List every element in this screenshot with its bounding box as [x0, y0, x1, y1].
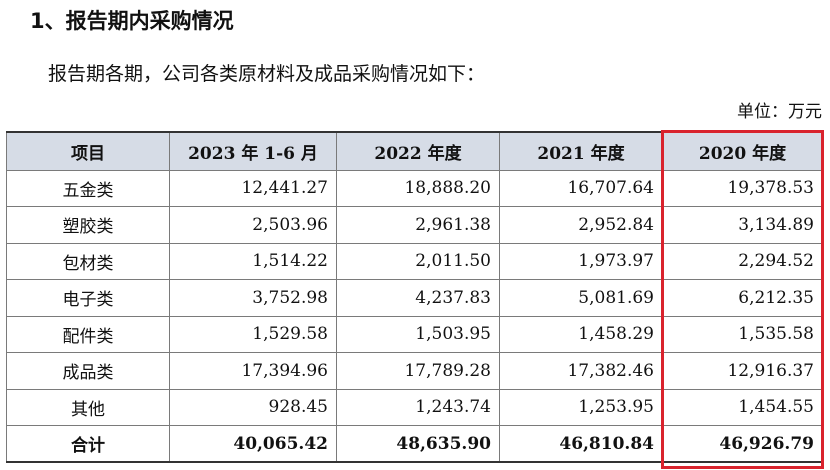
cell-value: 6,212.35	[662, 279, 823, 317]
cell-value: 1,535.58	[662, 315, 823, 353]
cell-value: 18,888.20	[336, 169, 500, 207]
cell-value: 3,134.89	[662, 206, 823, 244]
row-label: 其他	[6, 388, 170, 426]
cell-value: 16,707.64	[499, 169, 663, 207]
purchase-table: 项目 2023 年 1-6 月 2022 年度 2021 年度 2020 年度 …	[6, 131, 823, 463]
cell-value: 17,789.28	[336, 352, 500, 390]
header-2021: 2021 年度	[499, 131, 663, 171]
total-value: 46,810.84	[499, 425, 663, 463]
cell-value: 4,237.83	[336, 279, 500, 317]
cell-value: 2,294.52	[662, 242, 823, 280]
cell-value: 17,394.96	[169, 352, 337, 390]
row-label: 配件类	[6, 315, 170, 353]
cell-value: 12,916.37	[662, 352, 823, 390]
total-value: 40,065.42	[169, 425, 337, 463]
cell-value: 1,514.22	[169, 242, 337, 280]
table-row: 包材类 1,514.22 2,011.50 1,973.97 2,294.52	[6, 242, 823, 280]
table-row: 配件类 1,529.58 1,503.95 1,458.29 1,535.58	[6, 315, 823, 353]
cell-value: 1,454.55	[662, 388, 823, 426]
row-label: 包材类	[6, 242, 170, 280]
cell-value: 2,952.84	[499, 206, 663, 244]
section-heading: 1、报告期内采购情况	[30, 9, 234, 33]
cell-value: 5,081.69	[499, 279, 663, 317]
header-2022: 2022 年度	[336, 131, 500, 171]
row-label: 塑胶类	[6, 206, 170, 244]
cell-value: 2,961.38	[336, 206, 500, 244]
cell-value: 1,243.74	[336, 388, 500, 426]
row-label: 电子类	[6, 279, 170, 317]
cell-value: 3,752.98	[169, 279, 337, 317]
cell-value: 928.45	[169, 388, 337, 426]
cell-value: 1,503.95	[336, 315, 500, 353]
table-row: 五金类 12,441.27 18,888.20 16,707.64 19,378…	[6, 169, 823, 207]
row-label: 成品类	[6, 352, 170, 390]
table-row: 成品类 17,394.96 17,789.28 17,382.46 12,916…	[6, 352, 823, 390]
table-row: 电子类 3,752.98 4,237.83 5,081.69 6,212.35	[6, 279, 823, 317]
cell-value: 17,382.46	[499, 352, 663, 390]
header-item: 项目	[6, 131, 170, 171]
cell-value: 19,378.53	[662, 169, 823, 207]
cell-value: 1,973.97	[499, 242, 663, 280]
total-value: 46,926.79	[662, 425, 823, 463]
total-label: 合计	[6, 425, 170, 463]
cell-value: 2,011.50	[336, 242, 500, 280]
intro-paragraph: 报告期各期，公司各类原材料及成品采购情况如下：	[48, 63, 486, 85]
row-label: 五金类	[6, 169, 170, 207]
unit-label: 单位：万元	[737, 102, 822, 122]
table-row: 其他 928.45 1,243.74 1,253.95 1,454.55	[6, 388, 823, 426]
header-2020: 2020 年度	[662, 131, 823, 171]
cell-value: 1,458.29	[499, 315, 663, 353]
table-row: 塑胶类 2,503.96 2,961.38 2,952.84 3,134.89	[6, 206, 823, 244]
total-row: 合计 40,065.42 48,635.90 46,810.84 46,926.…	[6, 425, 823, 463]
total-value: 48,635.90	[336, 425, 500, 463]
cell-value: 1,529.58	[169, 315, 337, 353]
header-2023h1: 2023 年 1-6 月	[169, 131, 337, 171]
cell-value: 12,441.27	[169, 169, 337, 207]
cell-value: 1,253.95	[499, 388, 663, 426]
table-header-row: 项目 2023 年 1-6 月 2022 年度 2021 年度 2020 年度	[6, 131, 823, 171]
cell-value: 2,503.96	[169, 206, 337, 244]
